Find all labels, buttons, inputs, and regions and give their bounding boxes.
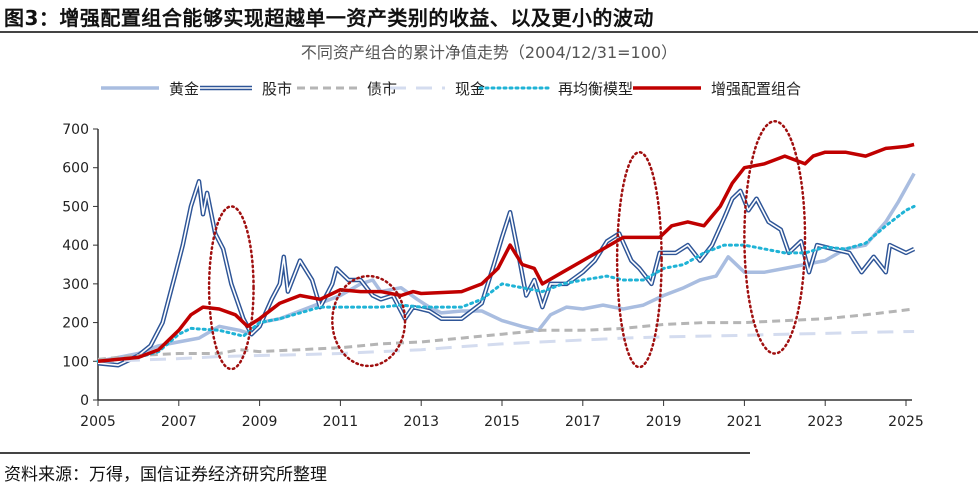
source-divider bbox=[0, 452, 750, 454]
legend-label: 增强配置组合 bbox=[711, 80, 801, 98]
legend-label: 再均衡模型 bbox=[558, 80, 633, 98]
x-tick-label: 2017 bbox=[565, 414, 601, 430]
legend-item: 黄金 bbox=[101, 80, 199, 98]
x-tick-label: 2023 bbox=[807, 414, 843, 430]
x-tick-label: 2019 bbox=[646, 414, 682, 430]
legend-label: 现金 bbox=[455, 80, 485, 98]
chart-title: 不同资产组合的累计净值走势（2004/12/31=100） bbox=[301, 43, 677, 62]
legend-item: 增强配置组合 bbox=[633, 80, 801, 98]
x-tick-label: 2015 bbox=[484, 414, 520, 430]
legend-item: 再均衡模型 bbox=[478, 80, 633, 98]
y-tick-label: 200 bbox=[62, 316, 89, 332]
legend-item: 债市 bbox=[297, 80, 397, 98]
series-line-现金 bbox=[97, 330, 915, 363]
x-tick-label: 2013 bbox=[403, 414, 439, 430]
highlight-ellipse bbox=[207, 205, 255, 371]
legend-item: 现金 bbox=[390, 80, 485, 98]
x-tick-label: 2025 bbox=[888, 414, 924, 430]
x-tick-label: 2005 bbox=[80, 414, 116, 430]
legend-label: 黄金 bbox=[169, 80, 199, 98]
highlight-ellipse bbox=[331, 274, 407, 368]
highlight-ellipse bbox=[615, 150, 663, 369]
x-tick-label: 2007 bbox=[161, 414, 197, 430]
highlight-ellipse bbox=[743, 120, 807, 355]
x-tick-label: 2009 bbox=[242, 414, 278, 430]
legend-label: 债市 bbox=[367, 80, 397, 98]
x-tick-label: 2011 bbox=[323, 414, 359, 430]
x-tick-label: 2021 bbox=[727, 414, 763, 430]
y-tick-label: 300 bbox=[62, 277, 89, 293]
series-line-股市-inner bbox=[97, 180, 915, 366]
series-line-增强配置组合 bbox=[97, 142, 915, 364]
y-tick-label: 600 bbox=[62, 161, 89, 177]
y-tick-label: 400 bbox=[62, 238, 89, 254]
legend-label: 股市 bbox=[262, 80, 292, 98]
legend-item: 股市 bbox=[200, 80, 292, 98]
series-line-债市 bbox=[97, 307, 915, 361]
y-tick-label: 0 bbox=[80, 393, 89, 409]
source-note: 资料来源：万得，国信证券经济研究所整理 bbox=[4, 465, 327, 485]
series-line-股市 bbox=[97, 179, 916, 368]
y-tick-label: 500 bbox=[62, 199, 89, 215]
figure-title: 图3：增强配置组合能够实现超越单一资产类别的收益、以及更小的波动 bbox=[4, 6, 654, 30]
y-tick-label: 100 bbox=[62, 354, 89, 370]
title-divider bbox=[0, 31, 978, 33]
y-tick-label: 700 bbox=[62, 122, 89, 138]
